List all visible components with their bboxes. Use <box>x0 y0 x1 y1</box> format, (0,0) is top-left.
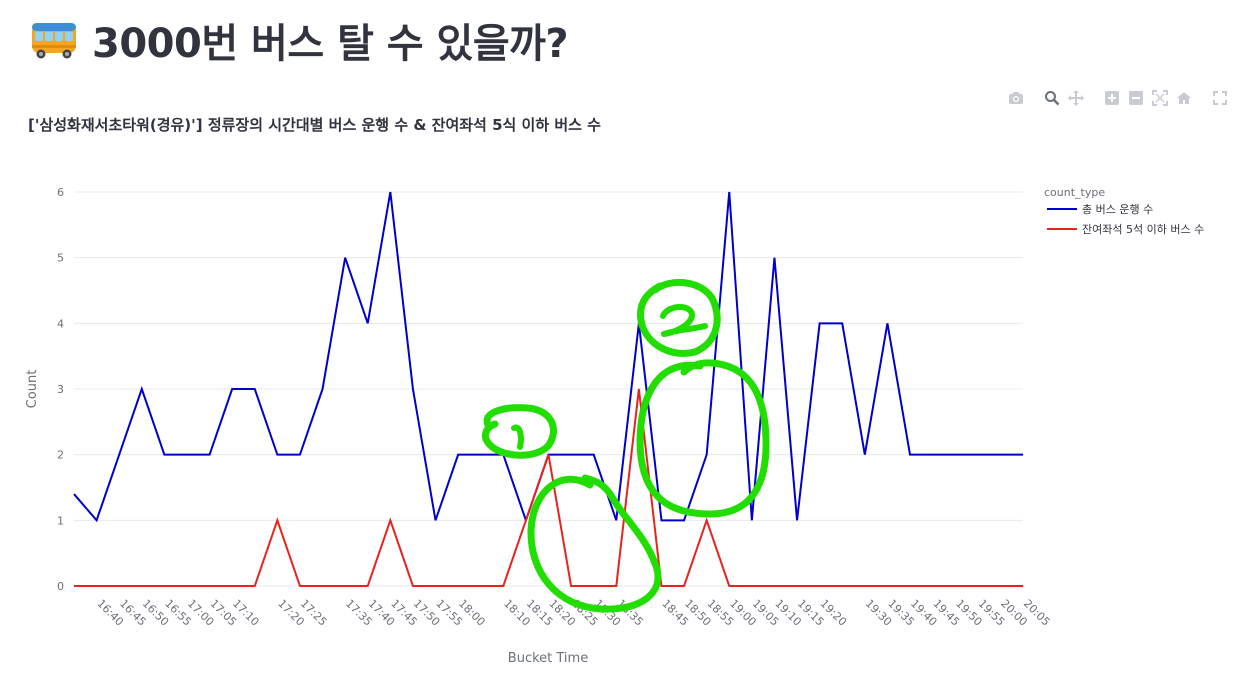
zoom-in-icon[interactable] <box>1102 88 1122 108</box>
legend-label[interactable]: 잔여좌석 5석 이하 버스 수 <box>1082 222 1204 236</box>
bus-emoji-icon <box>32 23 76 59</box>
series-line-2[interactable] <box>74 388 1023 587</box>
camera-icon[interactable] <box>1006 88 1026 108</box>
x-tick-label: 17:25 <box>298 597 330 629</box>
y-tick-label: 4 <box>57 317 64 330</box>
zoom-out-icon[interactable] <box>1126 88 1146 108</box>
chart-title: ['삼성화재서초타워(경유)'] 정류장의 시간대별 버스 운행 수 & 잔여좌… <box>28 116 601 134</box>
legend-title: count_type <box>1044 186 1105 199</box>
zoom-icon[interactable] <box>1042 88 1062 108</box>
fullscreen-icon[interactable] <box>1210 88 1230 108</box>
y-axis-ticks: 0 1 2 3 4 5 6 <box>57 186 64 593</box>
y-tick-label: 3 <box>57 383 64 396</box>
page-header: 3000번 버스 탈 수 있을까? <box>30 10 569 70</box>
annotation-number-2 <box>660 304 708 337</box>
annotation-number-1 <box>511 424 525 450</box>
y-tick-label: 5 <box>57 252 64 265</box>
annotation-ellipse-2 <box>636 359 770 518</box>
series-lines <box>73 191 1023 587</box>
pan-icon[interactable] <box>1066 88 1086 108</box>
series-line-1[interactable] <box>73 191 1023 524</box>
reset-axes-icon[interactable] <box>1174 88 1194 108</box>
hand-drawn-annotations <box>481 278 770 613</box>
x-tick-label: 18:00 <box>456 597 488 629</box>
chart-toolbar <box>1006 88 1230 108</box>
page-title: 3000번 버스 탈 수 있을까? <box>92 21 569 67</box>
y-tick-label: 0 <box>57 580 64 593</box>
y-tick-label: 6 <box>57 186 64 199</box>
y-tick-label: 2 <box>57 449 64 462</box>
grid-lines <box>74 191 1023 587</box>
x-tick-label: 17:10 <box>230 597 262 629</box>
y-tick-label: 1 <box>57 514 64 527</box>
autoscale-icon[interactable] <box>1150 88 1170 108</box>
annotation-ellipse-1 <box>527 474 662 613</box>
x-tick-label: 20:05 <box>1021 597 1053 629</box>
annotation-circle-2 <box>637 278 721 357</box>
annotation-circle-1 <box>481 404 557 459</box>
legend-label[interactable]: 총 버스 운행 수 <box>1082 203 1153 216</box>
x-axis-title: Bucket Time <box>508 651 588 666</box>
y-axis-title: Count <box>25 370 40 409</box>
x-tick-label: 19:20 <box>818 597 850 629</box>
